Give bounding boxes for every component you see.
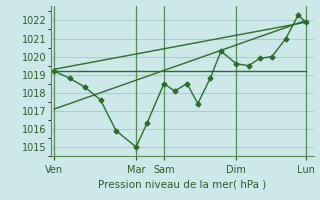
X-axis label: Pression niveau de la mer( hPa ): Pression niveau de la mer( hPa ) bbox=[98, 179, 267, 189]
